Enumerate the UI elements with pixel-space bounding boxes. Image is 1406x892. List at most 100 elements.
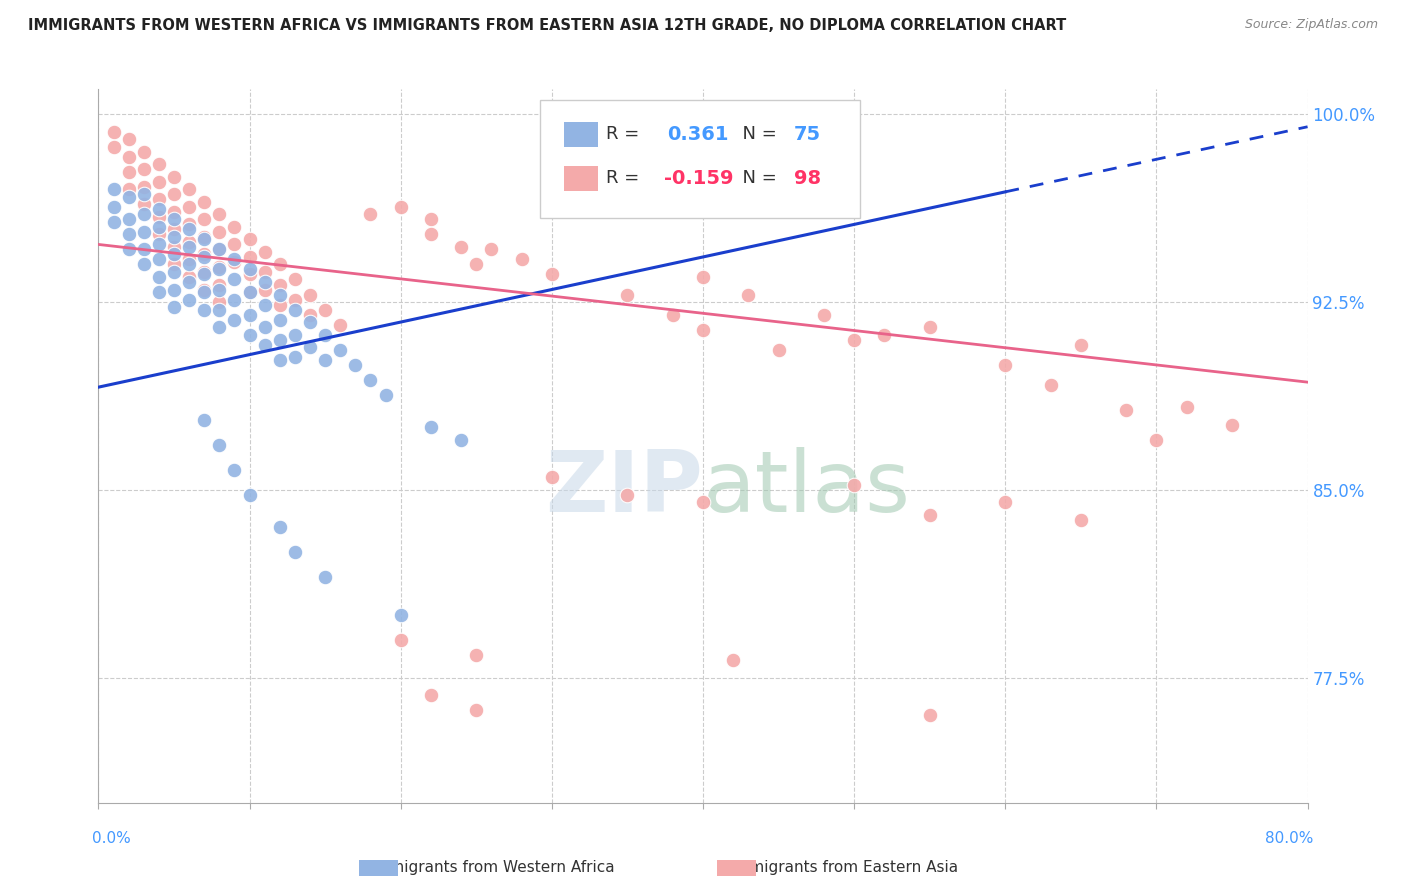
Point [253, 244, 276, 259]
Point [224, 272, 246, 286]
Point [284, 272, 307, 286]
Point [269, 297, 291, 311]
Point [163, 265, 186, 279]
Point [239, 488, 262, 502]
Point [163, 247, 186, 261]
Point [389, 607, 412, 622]
Point [1115, 402, 1137, 417]
Point [148, 210, 170, 224]
Point [269, 520, 291, 534]
Point [179, 293, 201, 307]
Point [103, 125, 125, 139]
Point [163, 257, 186, 271]
Point [314, 570, 336, 584]
Point [510, 252, 533, 267]
Point [224, 252, 246, 267]
Bar [564, 166, 598, 191]
Point [269, 333, 291, 347]
Point [481, 243, 503, 257]
Point [208, 243, 231, 257]
Point [284, 545, 307, 559]
Point [360, 207, 382, 221]
Point [253, 320, 276, 334]
Point [208, 225, 231, 239]
Point [148, 252, 170, 267]
Point [299, 308, 322, 322]
Point [132, 207, 155, 221]
Point [239, 232, 262, 246]
Point [193, 285, 215, 299]
Point [314, 327, 336, 342]
Point [224, 312, 246, 326]
Point [692, 322, 714, 336]
Text: N =: N = [731, 125, 782, 143]
Text: -0.159: -0.159 [664, 169, 734, 188]
Point [239, 308, 262, 322]
Point [239, 250, 262, 264]
Point [179, 235, 201, 249]
Point [118, 212, 141, 227]
Point [132, 197, 155, 211]
Point [193, 212, 215, 227]
Point [208, 277, 231, 292]
Point [314, 352, 336, 367]
Point [132, 162, 155, 177]
Point [269, 257, 291, 271]
Point [616, 488, 638, 502]
Point [450, 240, 472, 254]
Point [132, 179, 155, 194]
Point [163, 230, 186, 244]
Point [692, 495, 714, 509]
Point [253, 283, 276, 297]
Point [208, 207, 231, 221]
Point [239, 268, 262, 282]
Point [179, 257, 201, 271]
Text: 80.0%: 80.0% [1265, 831, 1313, 847]
Point [1039, 377, 1062, 392]
Point [465, 257, 488, 271]
Text: ZIP: ZIP [546, 447, 703, 531]
Point [163, 205, 186, 219]
Point [193, 194, 215, 209]
Point [239, 285, 262, 299]
Point [103, 215, 125, 229]
Text: Immigrants from Western Africa: Immigrants from Western Africa [370, 860, 614, 874]
Point [148, 285, 170, 299]
Point [284, 302, 307, 317]
Point [148, 175, 170, 189]
Point [723, 653, 745, 667]
Point [344, 358, 367, 372]
Point [465, 703, 488, 717]
Point [224, 219, 246, 234]
Point [768, 343, 790, 357]
Point [737, 287, 759, 301]
Point [163, 187, 186, 202]
Point [284, 293, 307, 307]
FancyBboxPatch shape [540, 100, 860, 218]
Point [193, 302, 215, 317]
Text: N =: N = [731, 169, 782, 187]
Point [692, 270, 714, 285]
Point [103, 140, 125, 154]
Point [118, 132, 141, 146]
Point [661, 308, 683, 322]
Point [193, 247, 215, 261]
Point [918, 320, 941, 334]
Point [1220, 417, 1243, 432]
Text: IMMIGRANTS FROM WESTERN AFRICA VS IMMIGRANTS FROM EASTERN ASIA 12TH GRADE, NO DI: IMMIGRANTS FROM WESTERN AFRICA VS IMMIGR… [28, 18, 1066, 33]
Point [193, 283, 215, 297]
Point [329, 343, 352, 357]
Point [314, 302, 336, 317]
Text: 98: 98 [793, 169, 821, 188]
Point [208, 295, 231, 310]
Point [148, 219, 170, 234]
Point [179, 200, 201, 214]
Point [450, 433, 472, 447]
Point [193, 232, 215, 246]
Point [813, 308, 835, 322]
Point [148, 237, 170, 252]
Point [239, 262, 262, 277]
Point [329, 318, 352, 332]
Point [132, 145, 155, 159]
Point [299, 287, 322, 301]
